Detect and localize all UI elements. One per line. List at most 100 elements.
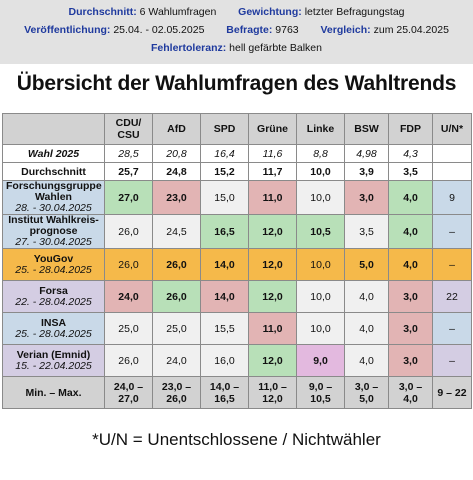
institute-cell: Institut Wahlkreis-prognose 27. - 30.04.2… <box>2 214 105 249</box>
table-row: Forsa 22. - 28.04.2025 24,0 26,0 14,0 12,… <box>2 280 472 313</box>
cell: 16,5 <box>200 214 249 249</box>
table-row: Verian (Emnid) 15. - 22.04.2025 26,0 24,0… <box>2 344 472 377</box>
cell: 4,3 <box>388 144 433 163</box>
institute-name: Forschungsgruppe Wahlen <box>6 180 102 203</box>
institute-name: Institut Wahlkreis-prognose <box>8 214 99 237</box>
row-label: Wahl 2025 <box>2 144 105 163</box>
cell: 11,7 <box>248 162 297 181</box>
cell: 4,98 <box>344 144 389 163</box>
cell: 3,0 <box>388 344 433 377</box>
header-blank <box>2 113 105 145</box>
cell: 24,8 <box>152 162 201 181</box>
veroeffentlichung-value: 25.04. - 02.05.2025 <box>113 24 205 36</box>
institute-name: Verian (Emnid) <box>16 348 91 361</box>
header-linke: Linke <box>296 113 345 145</box>
cell: 11,0 – 12,0 <box>248 376 297 409</box>
institute-date: 15. - 22.04.2025 <box>15 359 92 372</box>
institute-name: YouGov <box>33 252 74 265</box>
institute-date: 27. - 30.04.2025 <box>15 236 92 248</box>
cell: 10,0 <box>296 248 345 281</box>
cell: – <box>432 214 472 249</box>
veroeffentlichung-label: Veröffentlichung: <box>24 24 111 36</box>
institute-cell: Forsa 22. - 28.04.2025 <box>2 280 105 313</box>
cell: 24,0 – 27,0 <box>104 376 153 409</box>
cell: 23,0 – 26,0 <box>152 376 201 409</box>
institute-cell: Forschungsgruppe Wahlen 28. - 30.04.2025 <box>2 180 105 215</box>
table-row: INSA 25. - 28.04.2025 25,0 25,0 15,5 11,0… <box>2 312 472 345</box>
cell: 9,0 – 10,5 <box>296 376 345 409</box>
cell: 26,0 <box>104 344 153 377</box>
fehlertoleranz-value: hell gefärbte Balken <box>229 42 322 54</box>
cell: 4,0 <box>344 312 389 345</box>
cell: 3,0 – 4,0 <box>388 376 433 409</box>
wahl-row: Wahl 2025 28,5 20,8 16,4 11,6 8,8 4,98 4… <box>2 144 472 163</box>
institute-date: 28. - 30.04.2025 <box>15 202 92 214</box>
header-spd: SPD <box>200 113 249 145</box>
cell: 12,0 <box>248 214 297 249</box>
cell: 4,0 <box>388 214 433 249</box>
cell: 10,0 <box>296 162 345 181</box>
cell: 3,5 <box>388 162 433 181</box>
cell: 16,0 <box>200 344 249 377</box>
cell: 3,9 <box>344 162 389 181</box>
cell: 26,0 <box>152 248 201 281</box>
cell: 28,5 <box>104 144 153 163</box>
cell: 23,0 <box>152 180 201 215</box>
minmax-row: Min. – Max. 24,0 – 27,0 23,0 – 26,0 14,0… <box>2 376 472 409</box>
cell: 3,0 <box>344 180 389 215</box>
table-row: Institut Wahlkreis-prognose 27. - 30.04.2… <box>2 214 472 249</box>
cell: 27,0 <box>104 180 153 215</box>
gewichtung-value: letzter Befragungstag <box>304 6 405 18</box>
institute-date: 25. - 28.04.2025 <box>15 263 92 276</box>
cell: 10,0 <box>296 280 345 313</box>
cell: 15,0 <box>200 180 249 215</box>
cell: 25,7 <box>104 162 153 181</box>
cell: 26,0 <box>152 280 201 313</box>
cell: 10,0 <box>296 180 345 215</box>
institute-date: 25. - 28.04.2025 <box>15 327 92 340</box>
cell: 11,6 <box>248 144 297 163</box>
table-row: YouGov 25. - 28.04.2025 26,0 26,0 14,0 12… <box>2 248 472 281</box>
cell: 14,0 <box>200 248 249 281</box>
cell: 15,5 <box>200 312 249 345</box>
cell: 9 <box>432 180 472 215</box>
cell: 4,0 <box>344 344 389 377</box>
cell: 4,0 <box>388 180 433 215</box>
befragte-label: Befragte: <box>226 24 273 36</box>
cell: 12,0 <box>248 280 297 313</box>
cell: 3,5 <box>344 214 389 249</box>
durchschnitt-row: Durchschnitt 25,7 24,8 15,2 11,7 10,0 3,… <box>2 162 472 181</box>
cell: 9 – 22 <box>432 376 472 409</box>
page-title: Übersicht der Wahlumfragen des Wahltrend… <box>16 72 457 95</box>
info-row-3: Fehlertoleranz: hell gefärbte Balken <box>0 39 473 57</box>
cell: 3,0 <box>388 312 433 345</box>
header-fdp: FDP <box>388 113 433 145</box>
cell: 4,0 <box>344 280 389 313</box>
header-row: CDU/CSU AfD SPD Grüne Linke BSW FDP U/N* <box>2 113 472 145</box>
cell: 14,0 – 16,5 <box>200 376 249 409</box>
durchschnitt-value: 6 Wahlumfragen <box>139 6 217 18</box>
info-row-2: Veröffentlichung: 25.04. - 02.05.2025 Be… <box>0 21 473 39</box>
institute-name: INSA <box>40 316 67 329</box>
header-un: U/N* <box>432 113 472 145</box>
cell: 10,5 <box>296 214 345 249</box>
info-panel: Durchschnitt: 6 Wahlumfragen Gewichtung:… <box>0 0 473 64</box>
cell: 22 <box>432 280 472 313</box>
cell: 11,0 <box>248 180 297 215</box>
header-bsw: BSW <box>344 113 389 145</box>
row-label: Min. – Max. <box>2 376 105 409</box>
cell: 5,0 <box>344 248 389 281</box>
cell: 12,0 <box>248 344 297 377</box>
cell: – <box>432 344 472 377</box>
vergleich-label: Vergleich: <box>320 24 371 36</box>
cell: 11,0 <box>248 312 297 345</box>
institute-cell: YouGov 25. - 28.04.2025 <box>2 248 105 281</box>
cell: 16,4 <box>200 144 249 163</box>
cell: 10,0 <box>296 312 345 345</box>
info-row-1: Durchschnitt: 6 Wahlumfragen Gewichtung:… <box>0 0 473 21</box>
cell: 24,0 <box>104 280 153 313</box>
cell <box>432 144 472 163</box>
durchschnitt-label: Durchschnitt: <box>68 6 137 18</box>
table-row: Forschungsgruppe Wahlen 28. - 30.04.2025 … <box>2 180 472 215</box>
cell: 26,0 <box>104 214 153 249</box>
